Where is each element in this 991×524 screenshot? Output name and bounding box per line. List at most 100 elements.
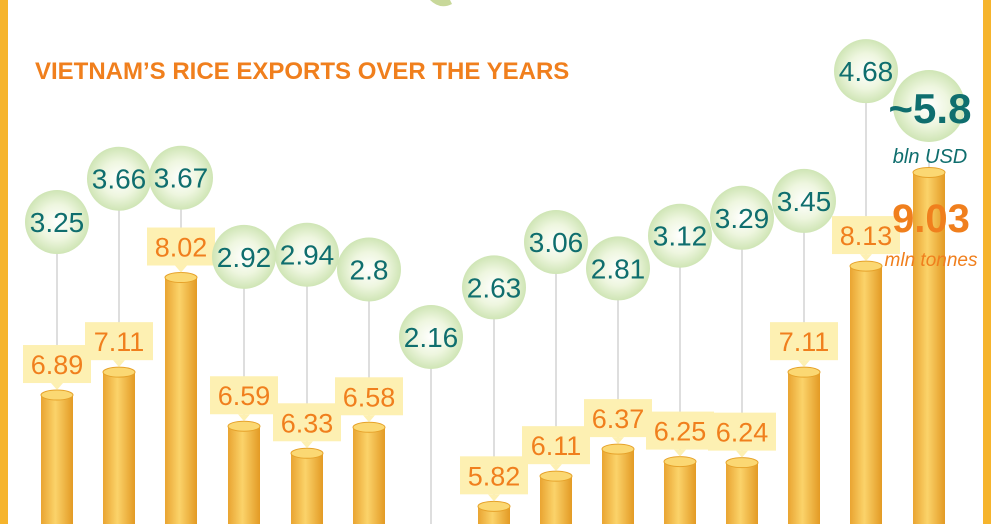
usd-bubble — [586, 236, 650, 301]
tonnes-label-pointer — [113, 360, 125, 368]
latest-usd-bubble — [893, 70, 965, 142]
tonnes-bar-top — [40, 389, 74, 401]
tonnes-bar-top — [725, 457, 759, 469]
chart-title: VIETNAM’S RICE EXPORTS OVER THE YEARS — [35, 58, 570, 85]
tonnes-bar-top — [227, 420, 261, 432]
tonnes-bar — [540, 476, 572, 524]
tonnes-bar-top — [164, 272, 198, 284]
latest-usd-value: ~5.8 — [889, 85, 972, 132]
tonnes-bar — [41, 395, 73, 524]
tonnes-label-box — [23, 345, 91, 384]
tonnes-label-box — [85, 322, 153, 361]
latest-usd-unit: bln USD — [893, 146, 967, 168]
tonnes-label-box — [522, 426, 590, 465]
tonnes-value-label: 6.59 — [218, 381, 271, 411]
usd-bubble — [710, 185, 774, 250]
usd-bubble — [772, 168, 836, 233]
tonnes-bar-top — [352, 421, 386, 433]
tonnes-bar — [103, 372, 135, 524]
tonnes-label-box — [147, 227, 215, 266]
tonnes-bar-top — [601, 443, 635, 455]
usd-value-label: 3.67 — [154, 163, 209, 194]
tonnes-label-box — [460, 456, 528, 495]
usd-value-label: 3.66 — [92, 164, 147, 195]
usd-bubble — [337, 237, 401, 302]
tonnes-bar-top — [663, 456, 697, 468]
tonnes-bar-top — [290, 447, 324, 459]
tonnes-bar — [353, 427, 385, 524]
usd-value-label: 4.68 — [839, 56, 894, 87]
tonnes-bar — [850, 266, 882, 524]
tonnes-bar-top — [477, 500, 511, 512]
tonnes-value-label: 6.37 — [592, 404, 645, 434]
tonnes-label-pointer — [51, 383, 63, 391]
usd-value-label: 3.06 — [529, 227, 584, 258]
tonnes-value-label: 6.11 — [531, 431, 582, 461]
tonnes-value-label: 6.58 — [343, 382, 396, 412]
tonnes-label-pointer — [175, 265, 187, 273]
usd-bubble — [524, 210, 588, 275]
tonnes-label-pointer — [488, 494, 500, 502]
usd-value-label: 2.92 — [217, 242, 272, 273]
tonnes-label-box — [832, 216, 900, 255]
tonnes-bar-top — [787, 366, 821, 378]
usd-value-label: 2.94 — [280, 240, 335, 271]
usd-value-label: 2.81 — [591, 253, 646, 284]
usd-bubble — [149, 145, 213, 210]
usd-bubble — [275, 222, 339, 287]
tonnes-value-label: 6.24 — [716, 418, 769, 448]
tonnes-label-pointer — [736, 450, 748, 458]
tonnes-value-label: 8.02 — [155, 233, 208, 263]
tonnes-bar — [291, 453, 323, 524]
tonnes-label-pointer — [363, 415, 375, 423]
tonnes-label-box — [770, 322, 838, 361]
tonnes-bar-top — [102, 366, 136, 378]
tonnes-label-pointer — [674, 449, 686, 457]
tonnes-bar — [228, 426, 260, 524]
usd-value-label: 2.63 — [467, 272, 522, 303]
tonnes-bar — [726, 462, 758, 524]
tonnes-label-box — [646, 411, 714, 450]
tonnes-bar — [788, 372, 820, 524]
usd-value-label: 3.45 — [777, 186, 832, 217]
tonnes-value-label: 7.11 — [779, 327, 830, 357]
tonnes-label-pointer — [301, 441, 313, 449]
tonnes-label-pointer — [612, 437, 624, 445]
tonnes-label-box — [584, 399, 652, 438]
usd-bubble — [25, 190, 89, 254]
usd-bubble — [648, 203, 712, 268]
tonnes-label-box — [210, 376, 278, 415]
usd-bubble — [462, 255, 526, 320]
tonnes-bar — [913, 172, 945, 524]
tonnes-bar-top — [912, 166, 946, 178]
tonnes-value-label: 6.33 — [281, 408, 334, 438]
usd-bubble — [87, 146, 151, 211]
usd-value-label: 3.29 — [715, 203, 770, 234]
usd-bubble — [834, 39, 898, 104]
usd-value-label: 2.8 — [350, 254, 389, 285]
latest-tonnes-value: 9.03 — [892, 197, 970, 241]
tonnes-value-label: 5.82 — [468, 461, 521, 491]
tonnes-bar-top — [849, 260, 883, 272]
tonnes-label-pointer — [860, 254, 872, 262]
tonnes-label-pointer — [798, 360, 810, 368]
latest-tonnes-unit: mln tonnes — [885, 250, 978, 271]
usd-value-label: 2.16 — [404, 322, 459, 353]
tonnes-bar — [165, 277, 197, 524]
usd-bubble — [212, 224, 276, 289]
tonnes-label-pointer — [238, 414, 250, 422]
tonnes-value-label: 6.89 — [31, 350, 84, 380]
usd-value-label: 3.12 — [653, 221, 708, 252]
tonnes-bar — [664, 461, 696, 524]
tonnes-value-label: 8.13 — [840, 221, 893, 251]
tonnes-label-box — [708, 412, 776, 451]
tonnes-bar-top — [539, 470, 573, 482]
usd-value-label: 3.25 — [30, 207, 85, 238]
tonnes-value-label: 7.11 — [94, 327, 145, 357]
tonnes-label-box — [335, 377, 403, 416]
rice-leaf-icon — [430, 0, 452, 7]
tonnes-value-label: 6.25 — [654, 417, 707, 447]
tonnes-label-box — [273, 403, 341, 442]
tonnes-bar — [602, 449, 634, 524]
